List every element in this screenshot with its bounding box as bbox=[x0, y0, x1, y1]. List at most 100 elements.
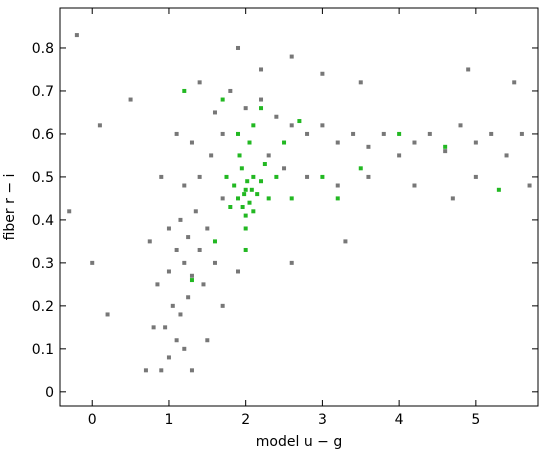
point bbox=[282, 166, 287, 171]
point bbox=[189, 140, 194, 145]
point bbox=[366, 144, 371, 149]
x-tick-label: 5 bbox=[471, 412, 480, 428]
y-tick-label: 0.5 bbox=[32, 170, 54, 186]
point bbox=[245, 179, 250, 184]
point bbox=[228, 205, 233, 209]
point bbox=[182, 346, 187, 351]
point bbox=[305, 174, 310, 179]
point bbox=[90, 260, 95, 265]
point bbox=[186, 295, 191, 300]
point bbox=[186, 235, 191, 240]
point bbox=[458, 123, 463, 128]
point bbox=[466, 67, 471, 72]
point bbox=[259, 179, 264, 184]
point bbox=[212, 239, 217, 244]
point bbox=[220, 196, 225, 201]
point bbox=[170, 303, 175, 308]
point bbox=[358, 166, 363, 171]
plot-frame bbox=[59, 7, 539, 407]
point bbox=[255, 192, 260, 197]
point bbox=[212, 260, 217, 265]
point bbox=[274, 114, 279, 119]
point bbox=[182, 260, 187, 265]
point bbox=[182, 88, 187, 93]
point bbox=[242, 192, 247, 197]
point bbox=[262, 162, 267, 167]
y-tick-label: 0.8 bbox=[32, 41, 54, 57]
x-tick-label: 1 bbox=[164, 412, 173, 428]
point bbox=[320, 71, 325, 76]
point bbox=[74, 33, 79, 38]
point bbox=[236, 196, 241, 201]
point bbox=[247, 140, 252, 145]
point bbox=[159, 174, 164, 179]
point bbox=[512, 80, 517, 85]
y-tick-label: 0.3 bbox=[32, 256, 54, 272]
point bbox=[243, 213, 248, 218]
point bbox=[197, 247, 202, 252]
point bbox=[166, 355, 171, 360]
point bbox=[473, 174, 478, 179]
point bbox=[249, 187, 254, 192]
point bbox=[351, 131, 356, 136]
x-tick-label: 2 bbox=[241, 412, 250, 428]
point bbox=[237, 153, 242, 158]
point bbox=[243, 187, 248, 192]
x-tick-label: 3 bbox=[318, 412, 327, 428]
point bbox=[178, 312, 183, 317]
point bbox=[489, 131, 494, 136]
point bbox=[232, 183, 237, 188]
point bbox=[289, 196, 294, 201]
point bbox=[197, 174, 202, 179]
x-tick-label: 4 bbox=[395, 412, 404, 428]
point bbox=[305, 131, 310, 136]
point bbox=[266, 196, 271, 201]
point bbox=[335, 183, 340, 188]
point bbox=[205, 226, 210, 231]
point bbox=[228, 88, 233, 93]
y-tick-label: 0 bbox=[45, 385, 54, 401]
point bbox=[335, 196, 340, 201]
point bbox=[236, 45, 241, 50]
point bbox=[259, 97, 264, 102]
point bbox=[174, 247, 179, 252]
point bbox=[182, 183, 187, 188]
point bbox=[320, 123, 325, 128]
point bbox=[289, 260, 294, 265]
point bbox=[193, 209, 198, 214]
point bbox=[220, 97, 225, 102]
point bbox=[201, 282, 206, 287]
point bbox=[397, 153, 402, 158]
point bbox=[220, 303, 225, 308]
point bbox=[147, 239, 152, 244]
point bbox=[205, 338, 210, 343]
x-axis-label: model u − g bbox=[256, 434, 342, 450]
point bbox=[496, 187, 501, 192]
point bbox=[527, 183, 532, 188]
point bbox=[443, 144, 448, 149]
point bbox=[251, 209, 256, 214]
point bbox=[189, 368, 194, 373]
point bbox=[266, 153, 271, 158]
point bbox=[243, 106, 248, 111]
point bbox=[381, 131, 386, 136]
point bbox=[335, 140, 340, 145]
point bbox=[243, 226, 248, 231]
point bbox=[240, 205, 245, 209]
y-tick-label: 0.2 bbox=[32, 299, 54, 315]
point bbox=[159, 368, 164, 373]
point bbox=[259, 106, 264, 111]
point bbox=[212, 110, 217, 115]
point bbox=[178, 217, 183, 222]
point bbox=[128, 97, 133, 102]
point bbox=[443, 149, 448, 154]
point bbox=[504, 153, 509, 158]
point bbox=[473, 140, 478, 145]
y-tick-label: 0.4 bbox=[32, 213, 54, 229]
point bbox=[412, 140, 417, 145]
y-tick-label: 0.7 bbox=[32, 84, 54, 100]
point bbox=[224, 174, 229, 179]
point bbox=[289, 54, 294, 59]
point bbox=[251, 123, 256, 128]
point bbox=[67, 209, 72, 214]
